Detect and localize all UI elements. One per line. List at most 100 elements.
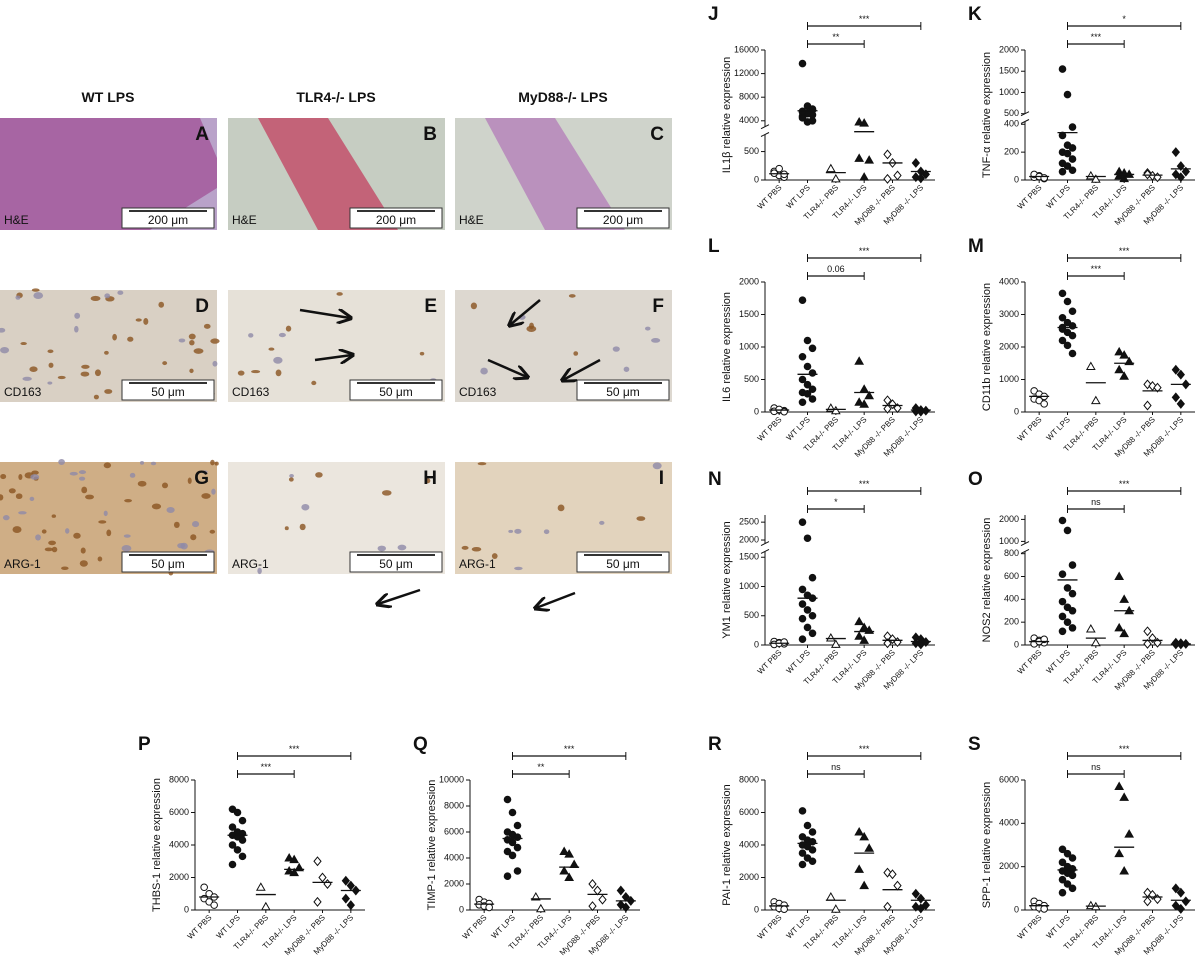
data-point bbox=[1058, 888, 1067, 897]
scale-label: 50 μm bbox=[606, 557, 640, 571]
axis-break bbox=[760, 132, 770, 137]
stained-cell bbox=[190, 534, 197, 541]
data-point bbox=[341, 875, 350, 886]
data-point bbox=[1176, 887, 1185, 898]
data-point bbox=[1143, 896, 1152, 907]
data-point bbox=[1085, 361, 1096, 370]
data-point bbox=[1040, 400, 1048, 408]
y-tick-label: 400 bbox=[1004, 594, 1019, 604]
stained-cell bbox=[188, 333, 196, 340]
y-tick-label: 6000 bbox=[169, 807, 189, 817]
data-point bbox=[513, 833, 522, 842]
x-tick-label: WT LPS bbox=[785, 415, 812, 442]
y-axis-label: TIMP-1 relative expression bbox=[426, 780, 438, 911]
y-tick-label: 2000 bbox=[444, 878, 464, 888]
data-point bbox=[830, 173, 841, 183]
significance-label: * bbox=[1122, 14, 1126, 24]
stained-cell bbox=[0, 327, 6, 333]
scale-box bbox=[121, 379, 215, 401]
data-point bbox=[808, 846, 817, 854]
panel-letter: H bbox=[423, 468, 437, 489]
stained-cell bbox=[58, 459, 65, 465]
stained-cell bbox=[178, 338, 186, 343]
y-tick-label: 500 bbox=[744, 146, 759, 156]
data-point bbox=[1119, 371, 1130, 380]
stained-cell bbox=[425, 478, 431, 484]
data-point bbox=[1058, 516, 1067, 525]
stained-cell bbox=[177, 542, 186, 549]
data-point bbox=[798, 375, 807, 384]
stained-cell bbox=[18, 511, 27, 515]
data-point bbox=[803, 606, 812, 614]
stained-cell bbox=[121, 545, 132, 552]
data-point bbox=[854, 864, 865, 873]
data-point bbox=[854, 616, 865, 626]
stained-cell bbox=[69, 471, 78, 476]
scale-label: 50 μm bbox=[151, 557, 185, 571]
panel-letter: G bbox=[194, 468, 209, 489]
stained-cell bbox=[124, 498, 132, 503]
data-point bbox=[1153, 382, 1162, 393]
data-point bbox=[1068, 871, 1077, 880]
data-point bbox=[859, 831, 870, 841]
stained-cell bbox=[104, 389, 113, 394]
stained-cell bbox=[636, 516, 646, 521]
stained-cell bbox=[80, 547, 86, 554]
arrow bbox=[487, 358, 527, 377]
data-point bbox=[808, 857, 817, 866]
y-tick-label: 0 bbox=[1014, 904, 1019, 914]
data-point bbox=[859, 118, 870, 127]
stained-cell bbox=[2, 515, 10, 521]
y-tick-label: 0 bbox=[754, 904, 759, 914]
significance-label: *** bbox=[859, 14, 870, 24]
stained-cell bbox=[78, 470, 87, 475]
stained-cell bbox=[201, 493, 211, 499]
stained-cell bbox=[31, 470, 39, 475]
stained-cell bbox=[273, 356, 283, 364]
data-point bbox=[859, 622, 870, 631]
stained-cell bbox=[568, 294, 576, 298]
data-point bbox=[1143, 169, 1152, 180]
data-point bbox=[1114, 364, 1125, 374]
scale-box bbox=[349, 551, 443, 573]
stained-cell bbox=[275, 369, 282, 377]
stained-cell bbox=[299, 523, 306, 531]
data-point bbox=[1063, 149, 1072, 158]
data-point bbox=[1063, 90, 1072, 99]
panel-letter: J bbox=[708, 4, 719, 25]
data-point bbox=[798, 296, 807, 305]
arrow bbox=[536, 591, 576, 608]
data-point bbox=[564, 872, 575, 881]
x-tick-label: WT LPS bbox=[215, 913, 242, 940]
y-tick-label: 8000 bbox=[169, 774, 189, 784]
y-tick-label: 0 bbox=[754, 639, 759, 649]
data-point bbox=[888, 399, 897, 410]
data-point bbox=[1090, 174, 1101, 183]
data-point bbox=[864, 843, 875, 852]
data-point bbox=[508, 808, 517, 817]
data-point bbox=[798, 807, 807, 815]
data-point bbox=[313, 896, 322, 907]
stained-cell bbox=[137, 480, 147, 487]
panel-letter: L bbox=[708, 236, 720, 257]
data-point bbox=[803, 380, 812, 389]
data-point bbox=[1058, 597, 1067, 606]
stained-cell bbox=[18, 473, 23, 480]
stained-cell bbox=[187, 477, 192, 484]
data-point bbox=[1119, 594, 1130, 603]
y-tick-label: 2000 bbox=[169, 872, 189, 882]
y-axis-label: IL6 relative expression bbox=[721, 292, 733, 402]
axis-break bbox=[760, 124, 770, 130]
data-point bbox=[859, 172, 870, 181]
x-tick-label: WT LPS bbox=[490, 913, 517, 940]
stained-cell bbox=[104, 350, 109, 355]
significance-label: ns bbox=[1091, 762, 1101, 772]
stained-cell bbox=[381, 490, 392, 496]
axis-break bbox=[760, 548, 770, 554]
data-point bbox=[780, 905, 788, 913]
stained-cell bbox=[12, 526, 22, 533]
y-tick-label: 4000 bbox=[739, 839, 759, 849]
stained-cell bbox=[98, 520, 107, 524]
data-point bbox=[1176, 172, 1185, 183]
